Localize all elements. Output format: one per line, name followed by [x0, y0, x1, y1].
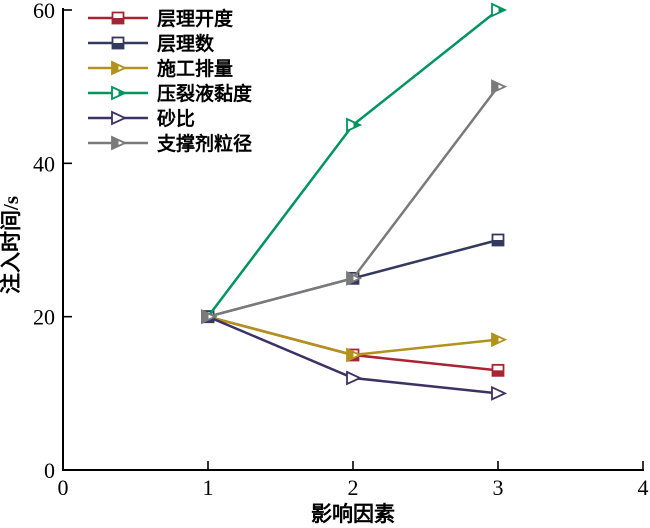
legend-label: 层理数	[157, 32, 215, 55]
data-point-marker	[346, 370, 363, 386]
plot-area	[201, 2, 508, 401]
series-2	[201, 309, 508, 363]
legend-label: 砂比	[157, 108, 195, 130]
data-point-marker	[491, 2, 508, 18]
data-point-marker	[111, 110, 128, 126]
legend-item: 压裂液黏度	[88, 82, 253, 105]
y-tick-label: 0	[44, 458, 55, 483]
data-point-marker	[111, 135, 128, 151]
x-tick-label: 1	[203, 475, 214, 500]
legend-label: 支撑剂粒径	[156, 132, 252, 155]
y-tick-label: 40	[33, 151, 55, 176]
data-point-marker	[491, 79, 508, 95]
x-tick-label: 2	[348, 475, 359, 500]
data-point-marker	[491, 233, 505, 247]
x-tick-label: 3	[493, 475, 504, 500]
x-axis-label: 影响因素	[311, 502, 395, 526]
y-axis-label: 注入时间/s	[0, 196, 23, 294]
data-point-marker	[111, 85, 128, 101]
data-point-marker	[346, 117, 363, 133]
data-point-marker	[346, 270, 363, 286]
data-point-marker	[111, 11, 125, 25]
legend-item: 砂比	[88, 108, 195, 130]
data-point-marker	[346, 347, 363, 363]
legend-item: 施工排量	[88, 57, 233, 80]
legend-label: 压裂液黏度	[157, 82, 253, 105]
x-tick-label: 0	[58, 475, 69, 500]
series-5	[201, 79, 508, 325]
data-point-marker	[111, 36, 125, 50]
legend-item: 支撑剂粒径	[88, 132, 252, 155]
y-tick-label: 60	[33, 0, 55, 23]
data-point-marker	[111, 60, 128, 76]
x-tick-label: 4	[638, 475, 649, 500]
series-line	[207, 9, 499, 318]
data-point-marker	[491, 332, 508, 348]
data-point-marker	[491, 363, 505, 377]
y-tick-label: 20	[33, 305, 55, 330]
data-point-marker	[201, 309, 218, 325]
legend-label: 层理开度	[157, 7, 234, 30]
legend-label: 施工排量	[157, 57, 233, 80]
legend-item: 层理开度	[88, 7, 234, 30]
legend-item: 层理数	[88, 32, 215, 55]
data-point-marker	[491, 385, 508, 401]
